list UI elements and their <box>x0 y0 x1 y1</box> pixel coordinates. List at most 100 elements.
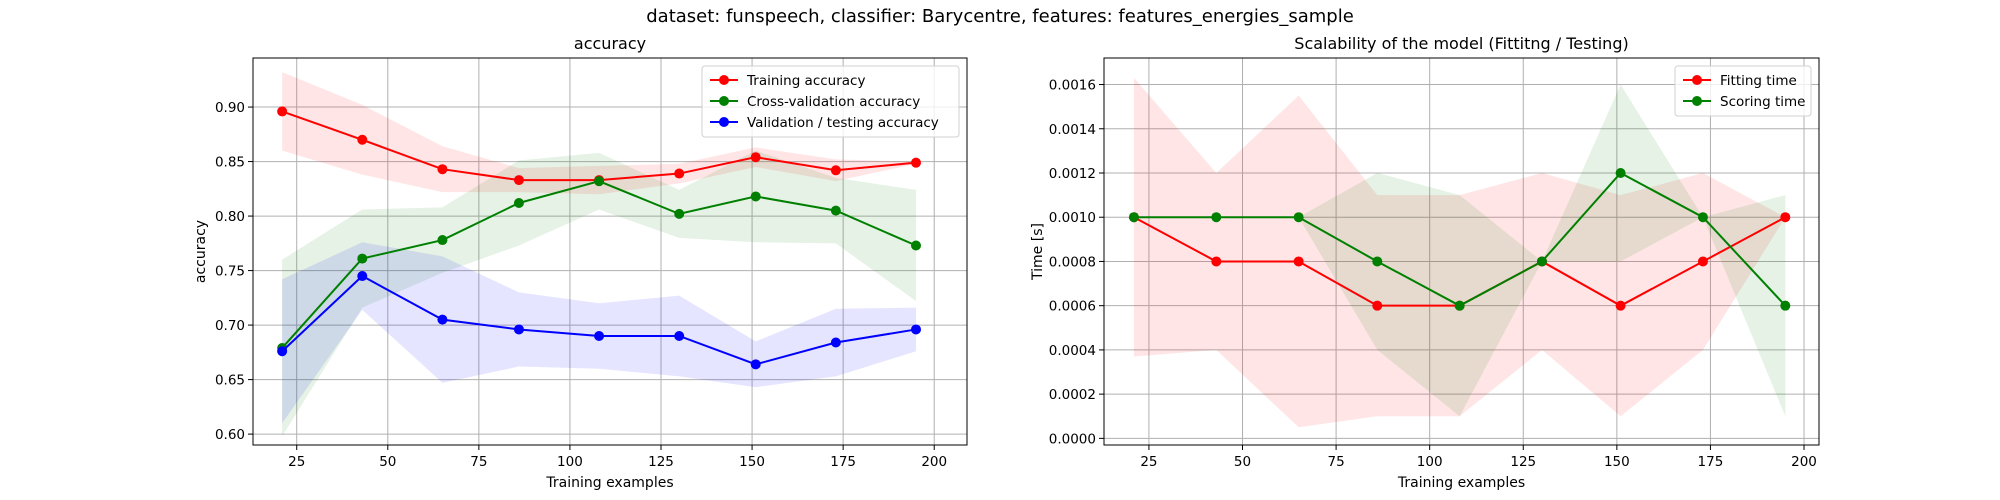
y-tick-label: 0.0014 <box>1049 122 1096 138</box>
point-series-3 <box>513 324 524 335</box>
point-series-3 <box>277 346 288 357</box>
plot-frame <box>252 57 968 446</box>
x-tick-label: 200 <box>921 454 947 470</box>
point-series-1 <box>1372 300 1383 311</box>
legend: Training accuracy Cross-validation accura… <box>701 65 960 138</box>
point-series-2 <box>437 235 448 246</box>
point-series-2 <box>1615 167 1626 178</box>
y-axis-label: Time [s] <box>1030 223 1046 281</box>
point-series-2 <box>1780 300 1791 311</box>
x-tick-label: 150 <box>739 454 765 470</box>
legend-label: Validation / testing accuracy <box>747 115 939 131</box>
chart-title: accuracy <box>574 34 646 53</box>
legend-label: Scoring time <box>1720 94 1805 110</box>
band-series-2 <box>282 150 917 437</box>
y-tick-label: 0.85 <box>215 155 245 171</box>
x-tick-label: 100 <box>557 454 583 470</box>
x-axis-label: Training examples <box>545 475 673 491</box>
point-series-2 <box>1293 212 1304 223</box>
point-series-2 <box>911 240 921 251</box>
point-series-3 <box>830 337 841 348</box>
point-series-3 <box>437 314 448 325</box>
legend-marker <box>719 96 729 106</box>
x-tick-label: 75 <box>470 454 487 470</box>
point-series-1 <box>750 152 761 163</box>
point-series-2 <box>1697 212 1708 223</box>
x-tick-label: 25 <box>288 454 305 470</box>
point-series-2 <box>357 253 368 264</box>
y-tick-label: 0.0008 <box>1049 254 1096 270</box>
x-tick-label: 125 <box>648 454 674 470</box>
point-series-1 <box>437 164 448 175</box>
point-series-3 <box>674 330 685 341</box>
point-series-1 <box>911 157 921 168</box>
band-series-1 <box>1133 77 1786 428</box>
point-series-1 <box>1697 256 1708 267</box>
x-tick-label: 150 <box>1604 454 1630 470</box>
point-series-3 <box>750 359 761 370</box>
y-tick-label: 0.0002 <box>1049 387 1096 403</box>
point-series-1 <box>674 168 685 179</box>
x-tick-label: 175 <box>830 454 856 470</box>
point-series-2 <box>830 205 841 216</box>
point-series-2 <box>1454 300 1465 311</box>
point-series-1 <box>1293 256 1304 267</box>
point-series-2 <box>674 208 685 219</box>
legend-marker <box>1692 75 1702 85</box>
y-tick-label: 0.90 <box>215 100 245 116</box>
point-series-1 <box>357 134 368 145</box>
band-series-1 <box>282 72 917 195</box>
legend-label: Fitting time <box>1720 73 1797 89</box>
point-series-1 <box>513 175 524 186</box>
y-tick-label: 0.0006 <box>1049 299 1096 315</box>
legend: Fitting time Scoring time <box>1674 65 1812 117</box>
y-axis-label: accuracy <box>193 220 209 283</box>
legend-marker <box>719 117 729 127</box>
legend-marker <box>1692 96 1702 106</box>
chart-2: 25 50 75 100 125 150 175 200 0.0000 0.0002 0.0004 0… <box>1030 34 1820 491</box>
x-tick-label: 175 <box>1698 454 1724 470</box>
point-series-1 <box>1615 300 1626 311</box>
point-series-3 <box>594 330 605 341</box>
x-tick-label: 25 <box>1140 454 1157 470</box>
x-tick-label: 200 <box>1791 454 1817 470</box>
point-series-1 <box>1780 212 1791 223</box>
point-series-2 <box>513 197 524 208</box>
point-series-2 <box>1536 256 1547 267</box>
y-tick-label: 0.65 <box>215 373 245 389</box>
legend-marker <box>719 75 729 85</box>
legend-label: Training accuracy <box>746 73 865 89</box>
x-tick-label: 100 <box>1417 454 1443 470</box>
x-axis-label: Training examples <box>1397 475 1525 491</box>
x-tick-label: 50 <box>379 454 396 470</box>
point-series-1 <box>1211 256 1222 267</box>
point-series-2 <box>1211 212 1222 223</box>
legend-box <box>701 65 960 138</box>
plot-frame <box>1103 57 1820 446</box>
point-series-2 <box>1372 256 1383 267</box>
figure-title: dataset: funspeech, classifier: Barycent… <box>646 6 1354 27</box>
point-series-2 <box>750 191 761 202</box>
point-series-1 <box>277 106 288 117</box>
y-tick-label: 0.60 <box>215 427 245 443</box>
x-tick-label: 50 <box>1234 454 1251 470</box>
y-tick-label: 0.70 <box>215 318 245 334</box>
y-tick-label: 0.80 <box>215 209 245 225</box>
band-series-2 <box>1133 84 1786 417</box>
x-tick-label: 125 <box>1510 454 1536 470</box>
point-series-3 <box>911 324 921 335</box>
x-tick-label: 75 <box>1328 454 1345 470</box>
y-tick-label: 0.0016 <box>1049 78 1096 94</box>
point-series-3 <box>357 271 368 282</box>
y-tick-label: 0.0000 <box>1049 431 1096 447</box>
point-series-2 <box>1128 212 1139 223</box>
y-tick-label: 0.0004 <box>1049 343 1096 359</box>
chart-title: Scalability of the model (Fittitng / Tes… <box>1294 34 1628 53</box>
y-tick-label: 0.0012 <box>1049 166 1096 182</box>
legend-box <box>1674 65 1812 117</box>
chart-1: 25 50 75 100 125 150 175 200 0.60 0.65 0.70 0.75 0.8… <box>193 34 968 491</box>
y-tick-label: 0.75 <box>215 264 245 280</box>
point-series-1 <box>830 165 841 176</box>
legend-label: Cross-validation accuracy <box>747 94 920 110</box>
